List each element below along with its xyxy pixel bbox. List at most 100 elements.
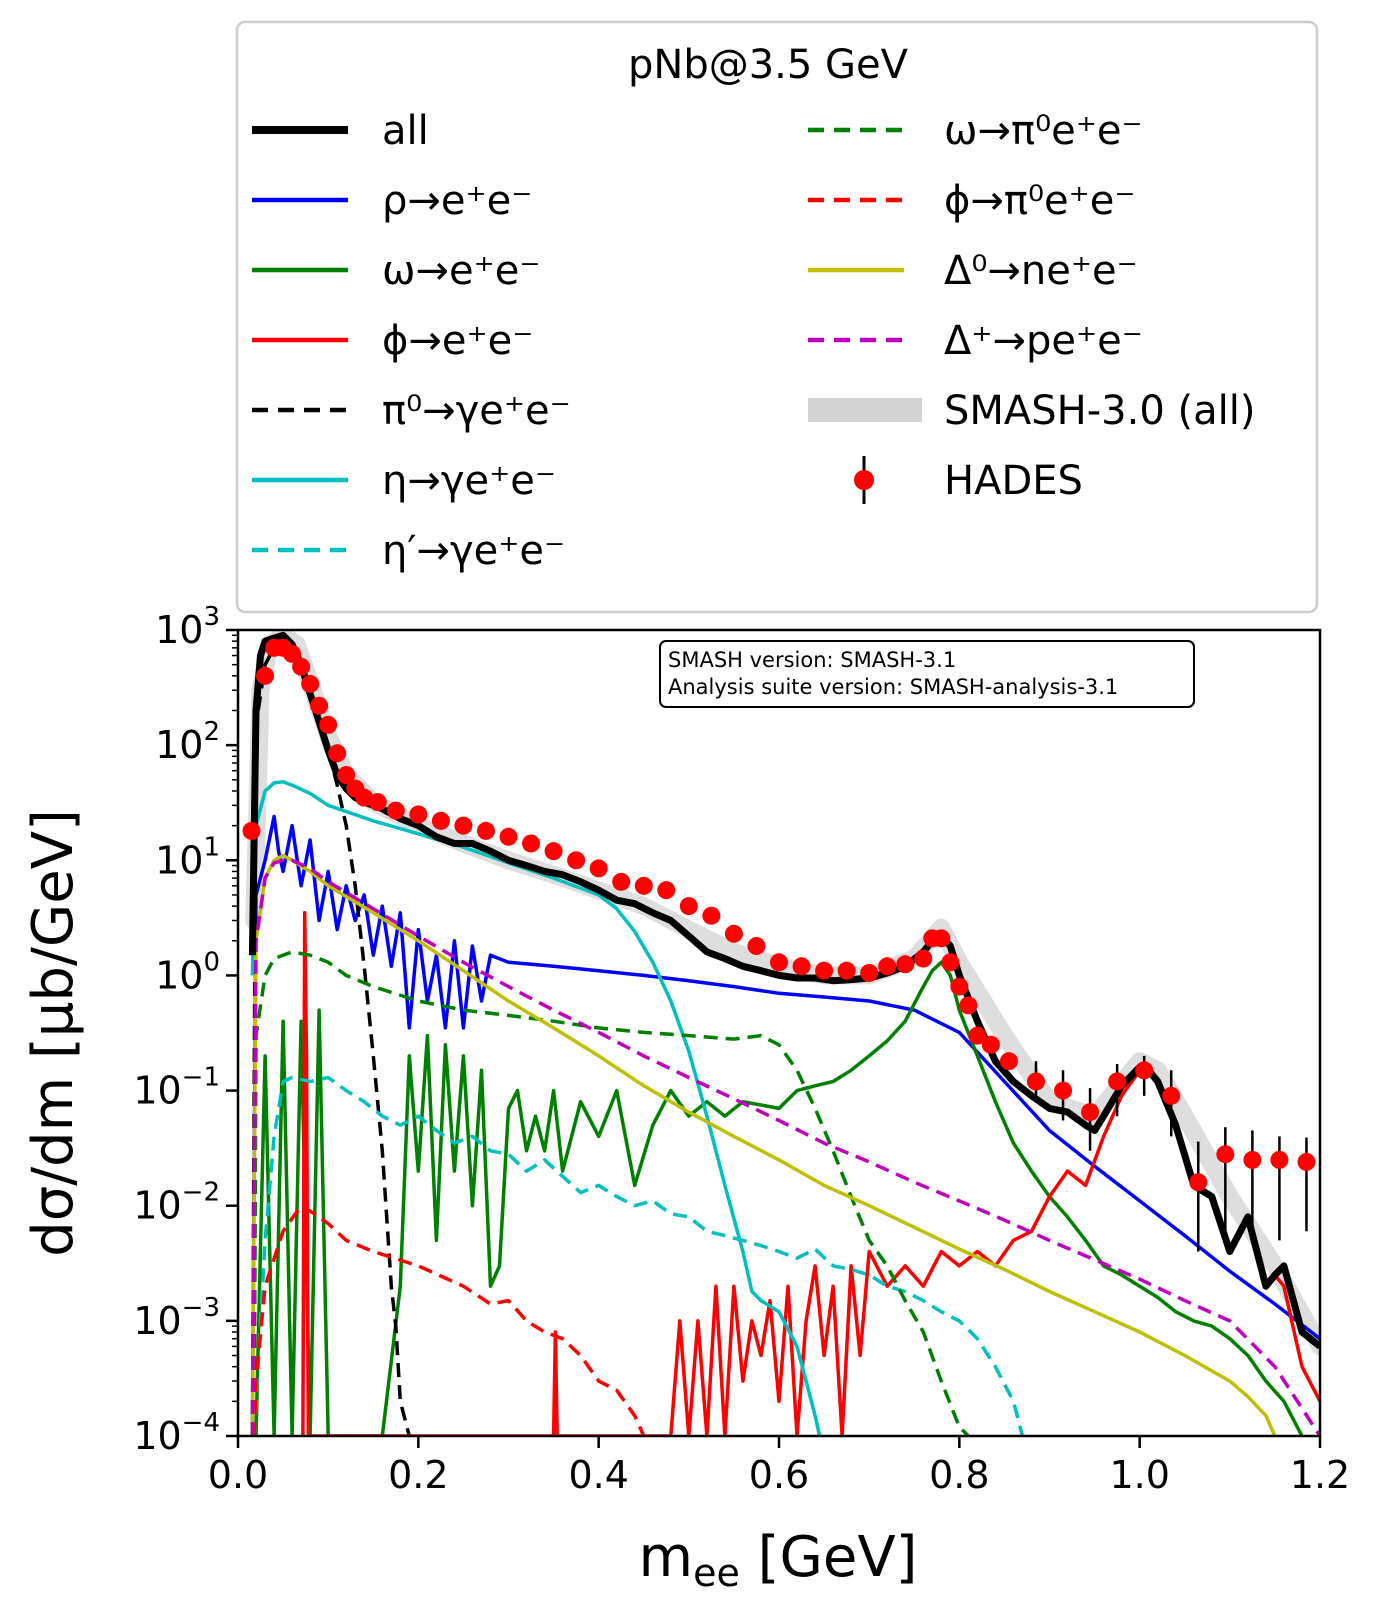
hades-point xyxy=(1054,1081,1073,1100)
hades-point xyxy=(634,876,653,895)
hades-point xyxy=(999,1052,1018,1071)
legend-swatch-hades xyxy=(854,470,874,490)
hades-point xyxy=(283,644,302,663)
hades-point xyxy=(1270,1150,1289,1169)
legend-label-10: Δ⁺→pe⁺e⁻ xyxy=(944,318,1143,364)
hades-point xyxy=(1297,1152,1316,1171)
hades-point xyxy=(950,977,969,996)
x-tick-label: 1.2 xyxy=(1290,1453,1350,1497)
legend-frame xyxy=(235,20,1319,614)
x-axis-label: mee [GeV] xyxy=(639,1525,918,1595)
series-line-2 xyxy=(254,960,1304,1436)
hades-point xyxy=(1135,1061,1154,1080)
y-tick-label: 10−2 xyxy=(133,1178,220,1228)
hades-points xyxy=(242,638,1316,1252)
hades-point xyxy=(770,953,788,972)
hades-point xyxy=(454,816,473,835)
legend-entries: all ρ→e⁺e⁻ ω→e⁺e⁻ ϕ→e⁺e⁻ π⁰→γe⁺e⁻ η→γe⁺e⁻ η′→γ… xyxy=(252,108,1255,574)
hades-point xyxy=(815,961,834,980)
hades-point xyxy=(860,963,879,982)
legend-label-1: ρ→e⁺e⁻ xyxy=(382,178,532,224)
y-tick-label: 103 xyxy=(155,602,220,652)
hades-point xyxy=(499,827,518,846)
series-line-1 xyxy=(250,814,1320,1436)
hades-point xyxy=(837,961,856,980)
x-tick-label: 0.8 xyxy=(929,1453,989,1497)
series-line-7 xyxy=(252,950,970,1436)
y-tick-label: 101 xyxy=(155,832,220,882)
legend-label-4: π⁰→γe⁺e⁻ xyxy=(382,388,571,434)
legend-title: pNb@3.5 GeV xyxy=(628,42,909,88)
legend-label-6: η′→γe⁺e⁻ xyxy=(382,528,565,574)
hades-point xyxy=(1108,1072,1127,1091)
x-tick-label: 0.0 xyxy=(208,1453,268,1497)
hades-point xyxy=(932,929,951,948)
legend-swatch-band xyxy=(808,398,922,422)
info-analysis-version: Analysis suite version: SMASH-analysis-3… xyxy=(668,675,1118,699)
legend-label-3: ϕ→e⁺e⁻ xyxy=(382,318,533,364)
legend-label-8: ϕ→π⁰e⁺e⁻ xyxy=(944,178,1135,224)
hades-point xyxy=(702,906,721,925)
series-line-6 xyxy=(252,1075,1025,1436)
hades-point xyxy=(328,744,347,763)
hades-point xyxy=(589,859,608,878)
hades-point xyxy=(612,872,631,891)
x-tick-label: 0.2 xyxy=(388,1453,448,1497)
series-layer xyxy=(248,631,1320,1436)
legend-label-2: ω→e⁺e⁻ xyxy=(382,248,540,294)
x-tick-label: 0.6 xyxy=(749,1453,809,1497)
y-tick-label: 10−3 xyxy=(133,1293,220,1343)
hades-point xyxy=(896,955,915,974)
version-info-box: SMASH version: SMASH-3.1 Analysis suite … xyxy=(659,640,1195,708)
hades-point xyxy=(319,715,338,734)
y-tick-label: 102 xyxy=(155,717,220,767)
hades-point xyxy=(256,666,275,685)
x-axis-label-main: m xyxy=(639,1525,694,1590)
x-tick-label: 0.4 xyxy=(568,1453,628,1497)
hades-point xyxy=(959,996,978,1015)
hades-point xyxy=(301,674,320,693)
hades-point xyxy=(981,1035,1000,1054)
hades-point xyxy=(1243,1150,1262,1169)
hades-point xyxy=(544,842,563,861)
hades-point xyxy=(355,788,374,807)
hades-point xyxy=(310,696,329,715)
plot-area xyxy=(242,630,1320,1436)
hades-point xyxy=(242,821,261,840)
hades-point xyxy=(657,881,676,900)
hades-point xyxy=(968,1026,987,1045)
hades-point xyxy=(914,949,933,968)
legend: pNb@3.5 GeV all ρ→e⁺e⁻ ω→e⁺e⁻ ϕ→e⁺e⁻ π⁰→γe⁺e… xyxy=(235,20,1319,614)
legend-label-0: all xyxy=(382,108,429,154)
x-axis-label-unit: [GeV] xyxy=(740,1525,918,1590)
hades-point xyxy=(941,953,960,972)
hades-point xyxy=(747,937,766,956)
legend-label-7: ω→π⁰e⁺e⁻ xyxy=(944,108,1143,154)
hades-point xyxy=(1162,1086,1181,1105)
series-line-10 xyxy=(250,858,1320,1436)
hades-point xyxy=(567,851,586,870)
y-tick-label: 100 xyxy=(155,947,220,997)
series-line-5 xyxy=(250,780,822,1436)
info-frame xyxy=(659,640,1195,708)
hades-point xyxy=(337,766,356,785)
hades-point xyxy=(1081,1103,1100,1122)
hades-point xyxy=(522,834,541,853)
hades-point xyxy=(431,811,450,830)
legend-label-9: Δ⁰→ne⁺e⁻ xyxy=(944,248,1138,294)
hades-point xyxy=(1189,1173,1208,1192)
series-line-3 xyxy=(301,911,1320,1436)
hades-point xyxy=(792,957,811,976)
y-axis-label: dσ/dm [μb/GeV] xyxy=(21,809,86,1257)
legend-label-5: η→γe⁺e⁻ xyxy=(382,458,556,504)
info-smash-version: SMASH version: SMASH-3.1 xyxy=(668,648,956,672)
x-tick-label: 1.0 xyxy=(1109,1453,1169,1497)
axis-ticks: 0.0 0.2 0.4 0.6 0.8 1.0 1.2 103 102 101 100 10−1 10−… xyxy=(133,602,1350,1497)
hades-point xyxy=(1216,1145,1235,1164)
series-line-8 xyxy=(252,1203,646,1436)
y-tick-label: 10−4 xyxy=(133,1408,220,1458)
hades-point xyxy=(386,801,405,820)
hades-point xyxy=(724,924,743,943)
hades-point xyxy=(292,657,311,676)
